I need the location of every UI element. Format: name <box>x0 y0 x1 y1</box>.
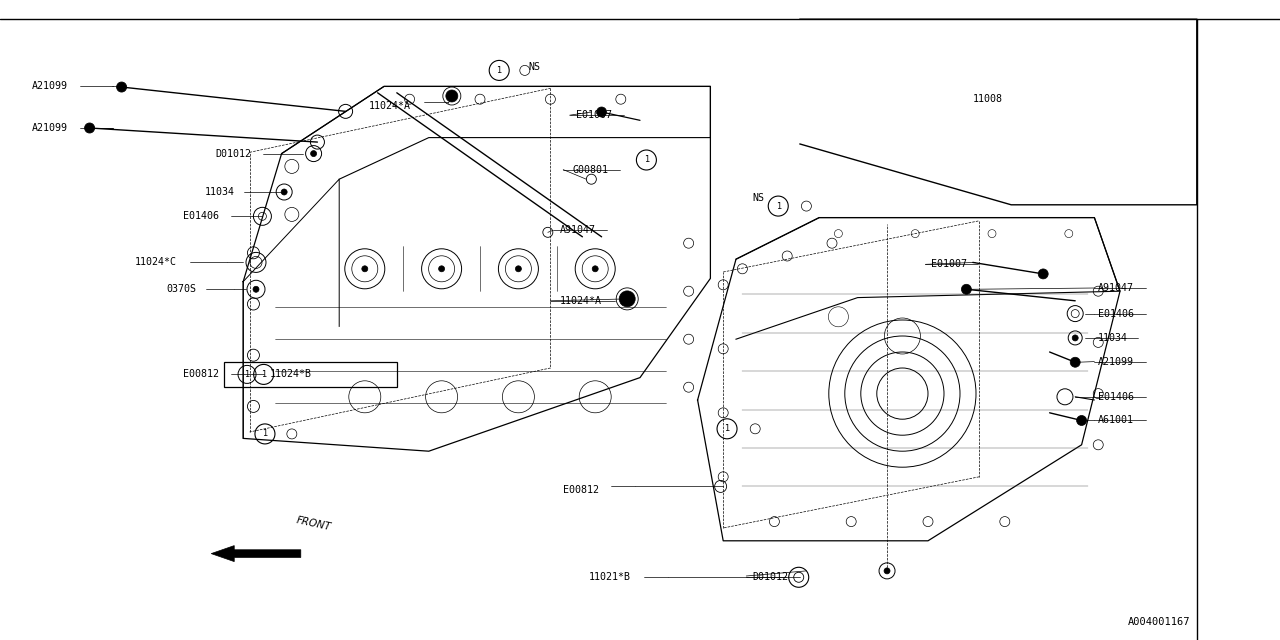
Text: 0370S: 0370S <box>166 284 196 294</box>
Ellipse shape <box>116 82 127 92</box>
Ellipse shape <box>362 266 367 272</box>
Text: D01012: D01012 <box>753 572 788 582</box>
Ellipse shape <box>1038 269 1048 279</box>
Text: 11034: 11034 <box>205 187 234 197</box>
Text: A004001167: A004001167 <box>1128 617 1190 627</box>
Text: FRONT: FRONT <box>296 515 332 532</box>
Text: 11024*B: 11024*B <box>270 369 312 380</box>
Text: NS: NS <box>753 193 764 204</box>
Text: 1: 1 <box>497 66 502 75</box>
Text: 11021*B: 11021*B <box>589 572 631 582</box>
Text: E01007: E01007 <box>576 110 612 120</box>
Text: 11024*A: 11024*A <box>369 100 411 111</box>
Ellipse shape <box>439 266 444 272</box>
Text: A21099: A21099 <box>32 123 68 133</box>
Text: 11008: 11008 <box>973 94 1002 104</box>
Bar <box>224 362 397 387</box>
Text: A21099: A21099 <box>1098 356 1134 367</box>
Text: D01012: D01012 <box>215 148 251 159</box>
Text: 1: 1 <box>724 424 730 433</box>
Text: NS: NS <box>529 62 540 72</box>
Ellipse shape <box>253 286 259 292</box>
Text: 11024*C: 11024*C <box>134 257 177 268</box>
Ellipse shape <box>596 107 607 117</box>
Text: A91047: A91047 <box>1098 283 1134 293</box>
Ellipse shape <box>516 266 521 272</box>
Ellipse shape <box>1070 357 1080 367</box>
Ellipse shape <box>1073 335 1078 341</box>
Ellipse shape <box>445 90 458 102</box>
Text: 1: 1 <box>644 156 649 164</box>
Ellipse shape <box>1076 415 1087 426</box>
Text: E01007: E01007 <box>931 259 966 269</box>
Text: E00812: E00812 <box>183 369 219 380</box>
Text: 1: 1 <box>261 370 266 379</box>
Text: 1: 1 <box>776 202 781 211</box>
Text: 11024*A: 11024*A <box>559 296 602 306</box>
Ellipse shape <box>311 150 316 157</box>
Text: E01406: E01406 <box>183 211 219 221</box>
Ellipse shape <box>84 123 95 133</box>
Text: 11034: 11034 <box>1098 333 1128 343</box>
Ellipse shape <box>884 568 890 574</box>
Text: A61001: A61001 <box>1098 415 1134 426</box>
Ellipse shape <box>620 291 635 307</box>
Text: E01406: E01406 <box>1098 308 1134 319</box>
FancyArrow shape <box>211 545 301 562</box>
Ellipse shape <box>282 189 287 195</box>
Text: E01406: E01406 <box>1098 392 1134 402</box>
Text: A91047: A91047 <box>559 225 595 236</box>
Ellipse shape <box>961 284 972 294</box>
Text: A21099: A21099 <box>32 81 68 92</box>
Text: E00812: E00812 <box>563 484 599 495</box>
Ellipse shape <box>593 266 598 272</box>
Text: 1: 1 <box>262 429 268 438</box>
Text: G00801: G00801 <box>572 164 608 175</box>
Text: 1: 1 <box>244 370 250 379</box>
